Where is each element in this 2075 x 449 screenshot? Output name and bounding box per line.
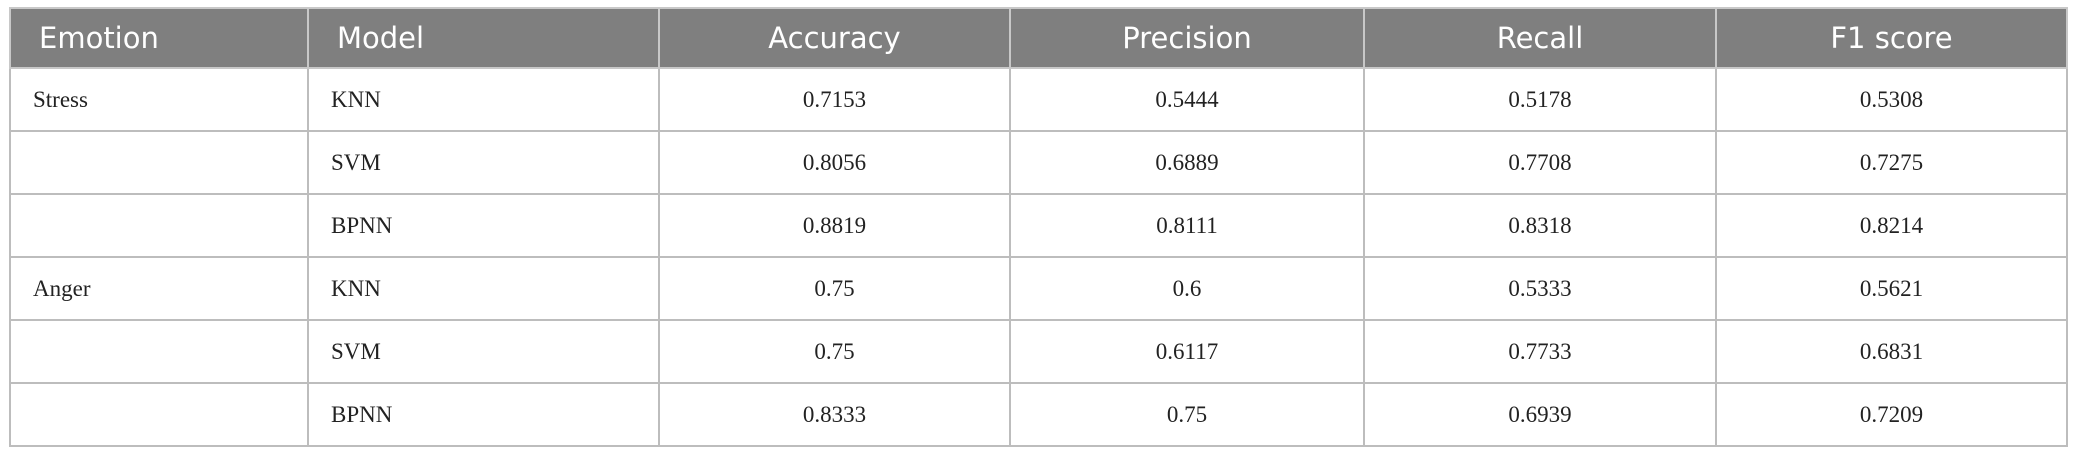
column-header: Model (307, 7, 660, 69)
empty-cell (9, 193, 309, 258)
model-cell: KNN (307, 67, 660, 132)
metric-cell: 0.8333 (658, 382, 1011, 447)
table-row: Anger KNN 0.75 0.6 0.5333 0.5621 (9, 256, 2068, 321)
metric-cell: 0.8056 (658, 130, 1011, 195)
model-cell: BPNN (307, 193, 660, 258)
column-header: Precision (1009, 7, 1365, 69)
empty-cell (9, 319, 309, 384)
metric-cell: 0.6 (1009, 256, 1365, 321)
column-header: Emotion (9, 7, 309, 69)
empty-cell (9, 382, 309, 447)
metric-cell: 0.8111 (1009, 193, 1365, 258)
model-cell: KNN (307, 256, 660, 321)
table-row: BPNN 0.8819 0.8111 0.8318 0.8214 (9, 193, 2068, 258)
model-cell: SVM (307, 319, 660, 384)
metric-cell: 0.7708 (1363, 130, 1717, 195)
metric-cell: 0.75 (658, 256, 1011, 321)
emotion-cell: Anger (9, 256, 309, 321)
metric-cell: 0.5444 (1009, 67, 1365, 132)
metric-cell: 0.8819 (658, 193, 1011, 258)
column-header: Accuracy (658, 7, 1011, 69)
empty-cell (9, 130, 309, 195)
metric-cell: 0.5333 (1363, 256, 1717, 321)
table-body: Stress KNN 0.7153 0.5444 0.5178 0.5308 SVM 0.80… (9, 67, 2068, 447)
metric-cell: 0.5178 (1363, 67, 1717, 132)
table-row: BPNN 0.8333 0.75 0.6939 0.7209 (9, 382, 2068, 447)
metric-cell: 0.8214 (1715, 193, 2068, 258)
header-row: Emotion Model Accuracy Precision Recall F1 sc… (9, 7, 2068, 69)
column-header: Recall (1363, 7, 1717, 69)
table-row: SVM 0.8056 0.6889 0.7708 0.7275 (9, 130, 2068, 195)
table-row: Stress KNN 0.7153 0.5444 0.5178 0.5308 (9, 67, 2068, 132)
emotion-cell: Stress (9, 67, 309, 132)
metric-cell: 0.5621 (1715, 256, 2068, 321)
metric-cell: 0.7733 (1363, 319, 1717, 384)
model-cell: SVM (307, 130, 660, 195)
column-header: F1 score (1715, 7, 2068, 69)
metric-cell: 0.6831 (1715, 319, 2068, 384)
metric-cell: 0.8318 (1363, 193, 1717, 258)
metric-cell: 0.6889 (1009, 130, 1365, 195)
results-table: Emotion Model Accuracy Precision Recall F1 sc… (9, 7, 2068, 447)
table-header: Emotion Model Accuracy Precision Recall F1 sc… (9, 7, 2068, 69)
metric-cell: 0.6117 (1009, 319, 1365, 384)
metric-cell: 0.7275 (1715, 130, 2068, 195)
metric-cell: 0.5308 (1715, 67, 2068, 132)
table-row: SVM 0.75 0.6117 0.7733 0.6831 (9, 319, 2068, 384)
metric-cell: 0.75 (658, 319, 1011, 384)
metric-cell: 0.6939 (1363, 382, 1717, 447)
model-cell: BPNN (307, 382, 660, 447)
metric-cell: 0.75 (1009, 382, 1365, 447)
metric-cell: 0.7153 (658, 67, 1011, 132)
metric-cell: 0.7209 (1715, 382, 2068, 447)
